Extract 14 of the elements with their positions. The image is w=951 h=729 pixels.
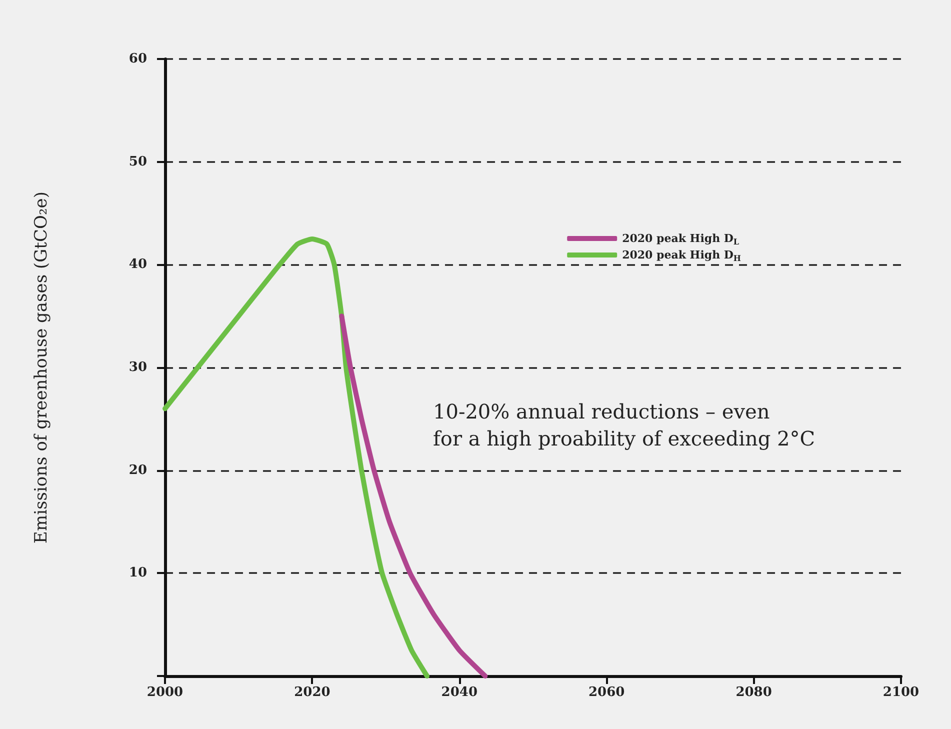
x-tick-label: 2000	[146, 685, 184, 700]
x-tick-label: 2060	[588, 685, 625, 700]
x-tick-label: 2020	[294, 685, 330, 700]
x-tick-label: 2040	[441, 685, 478, 700]
y-tick-label: 20	[128, 462, 147, 478]
y-tick-label: 50	[128, 154, 147, 170]
x-tick-label: 2080	[736, 685, 772, 700]
y-tick-label: 10	[128, 566, 147, 581]
y-tick-label: 40	[128, 257, 147, 272]
x-tick-label: 2100	[882, 685, 920, 700]
y-tick-label: 60	[128, 52, 147, 66]
annotation: 10-20% annual reductions – even for a high proability of exceeding 2°C	[433, 400, 816, 450]
y-axis-title: Emissions of greenhouse gases (GtCO₂e)	[32, 192, 52, 544]
y-tick-label: 30	[128, 360, 147, 375]
